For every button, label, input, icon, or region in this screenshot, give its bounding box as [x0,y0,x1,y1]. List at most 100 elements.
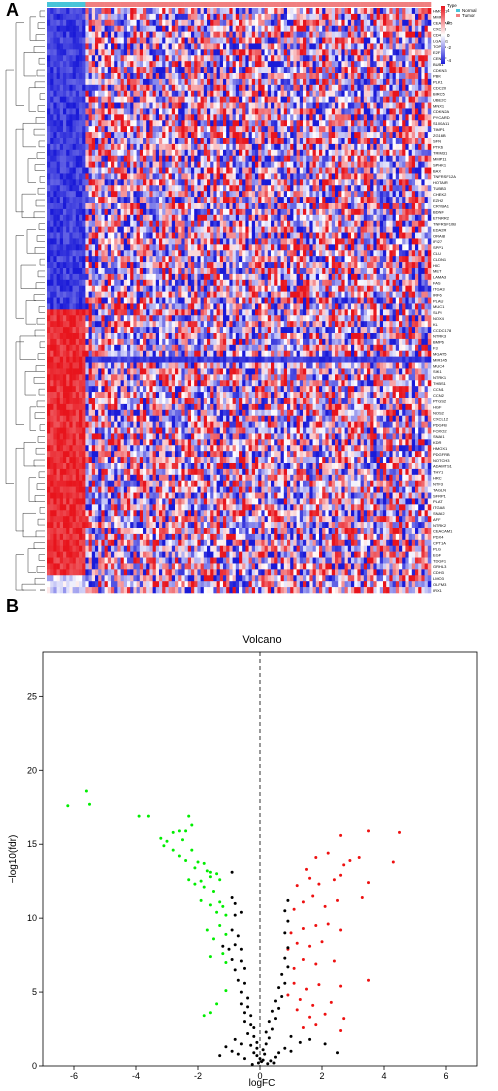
heatmap-cell [264,8,269,15]
heatmap-cell [411,120,416,127]
heatmap-cell [162,132,166,139]
heatmap-cell [155,67,160,74]
heatmap-cell [322,120,326,127]
heatmap-cell [242,185,246,192]
heatmap-cell [421,143,425,151]
heatmap-cell [427,226,432,233]
heatmap-cell [264,25,269,32]
heatmap-cell [123,13,128,21]
heatmap-cell [63,61,67,68]
heatmap-cell [242,155,246,162]
heatmap-cell [69,73,73,80]
heatmap-cell [69,108,73,115]
heatmap-cell [392,149,397,157]
heatmap-cell [136,96,141,103]
annotation-cell [159,2,163,7]
heatmap-cell [117,220,121,227]
heatmap-cell [168,155,173,162]
heatmap-cell [219,149,224,157]
heatmap-cell [107,208,112,216]
heatmap-cell [347,25,352,32]
heatmap-cell [197,191,201,198]
heatmap-cell [235,55,240,62]
heatmap-cell [130,126,134,133]
heatmap-cell [127,185,131,192]
heatmap-cell [146,208,150,216]
heatmap-cell [411,55,416,62]
heatmap-cell [184,84,189,92]
heatmap-cell [143,167,147,174]
heatmap-cell [207,13,211,21]
heatmap-cell [139,191,144,198]
heatmap-cell [229,155,233,162]
heatmap-cell [194,203,198,210]
heatmap-cell [424,96,429,103]
heatmap-cell [306,167,310,174]
heatmap-cell [235,25,240,32]
heatmap-cell [219,179,224,186]
heatmap-cell [418,96,422,103]
heatmap-cell [59,84,64,92]
heatmap-cell [303,25,307,32]
heatmap-cell [178,214,182,222]
heatmap-cell [200,208,205,216]
heatmap-cell [360,226,365,233]
heatmap-cell [331,73,336,80]
heatmap-cell [293,84,297,92]
heatmap-cell [363,232,368,239]
heatmap-cell [223,31,227,38]
heatmap-cell [255,161,259,168]
annotation-cell [347,2,352,7]
heatmap-cell [133,167,137,174]
heatmap-cell [127,43,131,50]
heatmap-cell [95,132,99,139]
heatmap-cell [338,13,342,21]
heatmap-cell [283,220,288,227]
heatmap-cell [114,84,118,92]
heatmap-cell [347,102,352,109]
heatmap-cell [114,49,118,56]
heatmap-cell [53,43,57,50]
heatmap-cell [424,84,429,92]
heatmap-cell [251,8,256,15]
heatmap-cell [203,49,208,56]
heatmap-cell [133,96,137,103]
heatmap-cell [306,102,310,109]
heatmap-cell [187,37,192,44]
heatmap-cell [175,214,179,222]
heatmap-cell [405,191,409,198]
heatmap-cell [418,108,422,115]
heatmap-cell [82,232,86,239]
heatmap-cell [280,84,285,92]
heatmap-cell [72,13,77,21]
heatmap-cell [303,197,307,204]
heatmap-cell [399,49,403,56]
heatmap-cell [399,226,403,233]
heatmap-cell [63,37,67,44]
annotation-cell [210,2,214,7]
heatmap-cell [360,208,365,216]
heatmap-cell [392,55,397,62]
heatmap-cell [331,138,336,145]
heatmap-cell [191,13,195,21]
heatmap-cell [168,90,173,97]
heatmap-cell [197,203,201,210]
heatmap-cell [107,214,112,222]
heatmap-cell [187,55,192,62]
heatmap-cell [296,114,301,121]
heatmap-cell [175,37,179,44]
heatmap-cell [107,173,112,180]
heatmap-cell [216,13,221,21]
heatmap-cell [283,138,288,145]
heatmap-cell [104,90,109,97]
heatmap-cell [226,155,230,162]
heatmap-cell [146,203,150,210]
heatmap-cell [181,8,185,15]
heatmap-cell [427,232,432,239]
heatmap-cell [191,173,195,180]
heatmap-cell [290,78,294,86]
heatmap-cell [133,132,137,139]
heatmap-cell [91,208,96,216]
heatmap-cell [267,197,272,204]
heatmap-cell [296,191,301,198]
